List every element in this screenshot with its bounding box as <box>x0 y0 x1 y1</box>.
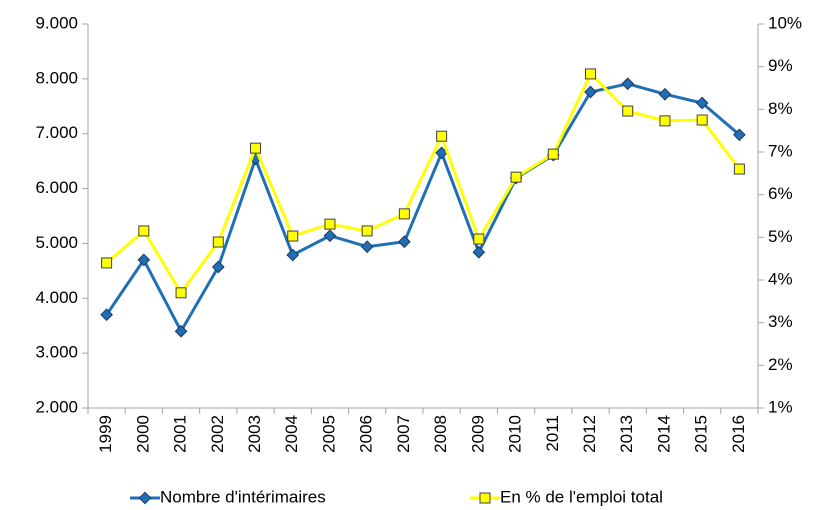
square-marker <box>212 236 224 248</box>
diamond-marker <box>621 77 635 91</box>
square-marker <box>361 225 373 237</box>
diamond-marker <box>211 260 225 274</box>
x-tick-label: 2011 <box>543 415 562 452</box>
y-tick-label: 6.000 <box>35 178 78 197</box>
square-marker <box>324 218 336 230</box>
square-marker <box>510 171 522 183</box>
square-marker <box>659 115 671 127</box>
square-marker <box>547 148 559 160</box>
y2-tick-label: 1% <box>768 397 793 416</box>
x-tick-label: 2012 <box>580 415 599 453</box>
x-tick-label: 2014 <box>654 415 673 453</box>
square-marker <box>733 163 745 175</box>
diamond-marker <box>733 128 746 142</box>
diamond-marker <box>323 229 337 243</box>
x-tick-label: 2001 <box>171 415 190 453</box>
x-tick-label: 2002 <box>208 415 227 453</box>
y-tick-label: 9.000 <box>35 13 78 32</box>
y-tick-label: 3.000 <box>35 343 78 362</box>
square-marker <box>101 257 113 269</box>
square-marker <box>138 225 150 237</box>
x-tick-label: 2015 <box>692 415 711 453</box>
x-tick-label: 2013 <box>617 415 636 453</box>
x-tick-label: 2009 <box>468 415 487 453</box>
x-tick-label: 2005 <box>319 415 338 453</box>
diamond-marker <box>286 248 300 262</box>
x-tick-label: 1999 <box>96 415 115 453</box>
y-tick-label: 4.000 <box>35 288 78 307</box>
square-marker <box>250 142 261 154</box>
square-marker <box>585 68 596 80</box>
legend-marker <box>479 492 491 504</box>
diamond-marker <box>472 245 486 259</box>
legend-label: Nombre d'intérimaires <box>160 487 326 506</box>
x-tick-label: 2008 <box>431 415 450 453</box>
square-marker <box>436 130 448 142</box>
legend-marker <box>138 491 152 505</box>
square-marker <box>398 208 410 220</box>
x-tick-label: 2000 <box>133 415 152 453</box>
diamond-marker <box>435 146 448 160</box>
y2-tick-label: 10% <box>768 13 802 32</box>
y-tick-label: 2.000 <box>35 397 78 416</box>
x-tick-label: 2010 <box>506 415 525 453</box>
y2-tick-label: 3% <box>768 312 793 331</box>
y2-tick-label: 5% <box>768 227 793 246</box>
series-line <box>105 82 741 335</box>
square-marker <box>622 105 634 117</box>
series-line <box>105 71 741 296</box>
y2-tick-label: 6% <box>768 184 793 203</box>
diamond-marker <box>695 96 709 110</box>
x-tick-label: 2003 <box>245 415 264 453</box>
y2-tick-label: 4% <box>768 269 793 288</box>
diamond-marker <box>584 85 597 99</box>
y2-tick-label: 9% <box>768 56 793 75</box>
diamond-marker <box>360 240 374 254</box>
diamond-marker <box>398 235 411 249</box>
diamond-marker <box>174 324 188 338</box>
y2-tick-label: 8% <box>768 99 793 118</box>
x-tick-label: 2006 <box>357 415 376 453</box>
y2-tick-label: 2% <box>768 355 793 374</box>
x-tick-label: 2007 <box>394 415 413 453</box>
square-marker <box>287 230 299 242</box>
y-tick-label: 5.000 <box>35 233 78 252</box>
square-marker <box>696 114 708 126</box>
y-tick-label: 8.000 <box>35 68 78 87</box>
y2-tick-label: 7% <box>768 141 793 160</box>
square-marker <box>473 233 485 245</box>
diamond-marker <box>137 253 151 267</box>
x-tick-label: 2016 <box>729 415 748 453</box>
square-marker <box>175 287 187 299</box>
diamond-marker <box>100 308 113 322</box>
diamond-marker <box>658 87 672 101</box>
legend-label: En % de l'emploi total <box>500 487 663 506</box>
y-tick-label: 7.000 <box>35 123 78 142</box>
x-tick-label: 2004 <box>282 415 301 453</box>
